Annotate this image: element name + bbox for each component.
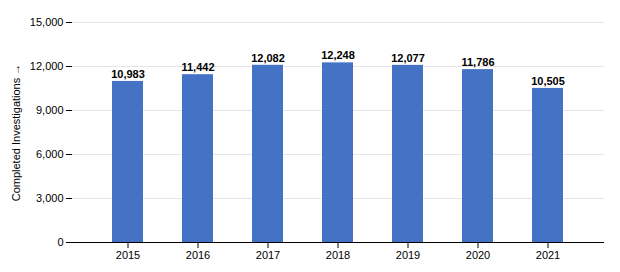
- svg-text:2020: 2020: [466, 249, 490, 261]
- svg-text:12,248: 12,248: [321, 49, 355, 61]
- svg-text:2018: 2018: [326, 249, 350, 261]
- svg-text:12,000: 12,000: [30, 60, 64, 72]
- svg-text:2016: 2016: [186, 249, 210, 261]
- svg-text:2021: 2021: [536, 249, 560, 261]
- svg-text:15,000: 15,000: [30, 16, 64, 28]
- svg-text:11,786: 11,786: [461, 56, 494, 68]
- svg-text:2015: 2015: [116, 249, 140, 261]
- svg-text:12,077: 12,077: [391, 52, 425, 64]
- svg-text:10,505: 10,505: [531, 75, 565, 87]
- svg-text:12,082: 12,082: [251, 52, 285, 64]
- svg-text:11,442: 11,442: [181, 61, 214, 73]
- svg-text:0: 0: [57, 236, 63, 248]
- svg-text:3,000: 3,000: [36, 192, 64, 204]
- svg-text:6,000: 6,000: [36, 148, 64, 160]
- svg-text:2017: 2017: [256, 249, 280, 261]
- svg-text:Completed Investigations →: Completed Investigations →: [10, 64, 22, 202]
- svg-text:2019: 2019: [396, 249, 420, 261]
- svg-text:9,000: 9,000: [36, 104, 64, 116]
- svg-text:10,983: 10,983: [111, 68, 145, 80]
